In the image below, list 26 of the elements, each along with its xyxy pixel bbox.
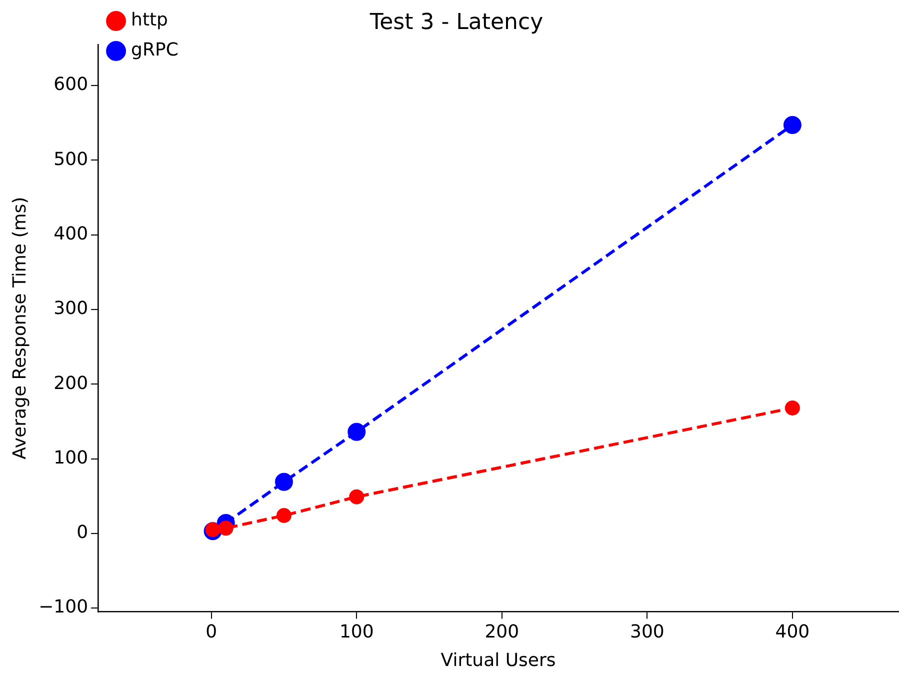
y-tick-label: 200	[54, 372, 88, 394]
y-tick-label: −100	[38, 596, 88, 618]
point	[205, 522, 220, 538]
point	[784, 400, 800, 416]
legend-label: http	[131, 10, 168, 31]
x-axis-title: Virtual Users	[440, 650, 556, 671]
point	[274, 472, 293, 491]
x-tick-label: 200	[484, 621, 520, 642]
x-tick-label: 400	[775, 621, 810, 642]
y-tick-label: 600	[54, 74, 88, 96]
point	[349, 489, 364, 504]
point	[218, 520, 234, 536]
chart-title: Test 3 - Latency	[368, 10, 544, 35]
legend-label: gRPC	[131, 40, 178, 61]
y-tick-label: 300	[54, 298, 88, 320]
x-tick-label: 0	[206, 621, 218, 642]
y-tick-label: 100	[54, 447, 88, 468]
x-tick-label: 100	[339, 621, 374, 642]
x-tick-label: 300	[630, 621, 664, 642]
point	[348, 422, 366, 441]
y-tick-label: 0	[76, 522, 88, 544]
y-tick-label: 500	[54, 148, 88, 170]
y-axis-title: Average Response Time (ms)	[9, 196, 30, 460]
point	[276, 508, 292, 523]
y-tick-label: 400	[54, 223, 88, 244]
point	[783, 116, 802, 134]
